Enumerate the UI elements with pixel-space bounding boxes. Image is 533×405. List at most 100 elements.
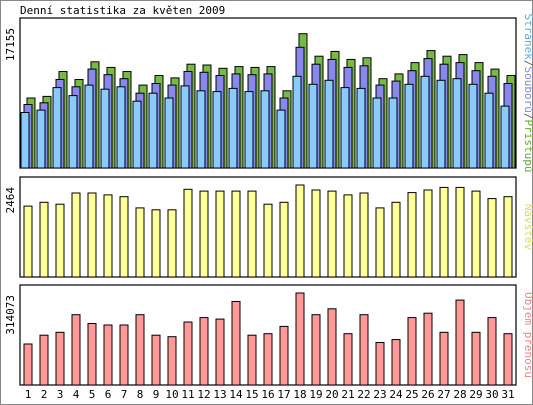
- bar-Objem přenosu-day-27: [439, 331, 449, 386]
- x-tick-label-day-16: 16: [261, 388, 274, 401]
- x-tick-label-day-30: 30: [485, 388, 498, 401]
- bar-Stránek-day-14: [228, 87, 238, 169]
- bar-Objem přenosu-day-26: [423, 312, 433, 386]
- x-tick-label-day-23: 23: [373, 388, 386, 401]
- bar-Objem přenosu-day-14: [231, 301, 241, 386]
- bar-Návštěv-day-8: [135, 207, 145, 278]
- bar-Objem přenosu-day-30: [487, 317, 497, 386]
- bar-Stránek-day-13: [212, 91, 222, 169]
- bar-Návštěv-day-19: [311, 189, 321, 278]
- bar-Stránek-day-17: [276, 109, 286, 169]
- x-tick-label-day-31: 31: [501, 388, 514, 401]
- bar-Objem přenosu-day-21: [343, 333, 353, 386]
- x-tick-label-day-14: 14: [229, 388, 243, 401]
- bar-Návštěv-day-1: [23, 205, 33, 278]
- x-tick-label-day-26: 26: [421, 388, 434, 401]
- legend-entry: Stránek: [522, 14, 533, 61]
- bar-Návštěv-day-3: [55, 203, 65, 278]
- x-tick-label-day-5: 5: [89, 388, 96, 401]
- bar-Návštěv-day-12: [199, 190, 209, 278]
- bar-Stránek-day-8: [132, 100, 142, 169]
- bar-Stránek-day-7: [116, 86, 126, 169]
- bar-Stránek-day-23: [372, 97, 382, 169]
- x-tick-label-day-12: 12: [197, 388, 210, 401]
- bar-Stránek-day-9: [148, 92, 158, 169]
- bar-Objem přenosu-day-24: [391, 339, 401, 386]
- bar-Objem přenosu-day-8: [135, 314, 145, 386]
- bar-Objem přenosu-day-28: [455, 299, 465, 386]
- bar-Návštěv-day-14: [231, 190, 241, 278]
- bar-Návštěv-day-22: [359, 192, 369, 278]
- bar-Objem přenosu-day-19: [311, 314, 321, 386]
- x-tick-label-day-7: 7: [121, 388, 128, 401]
- bar-Objem přenosu-day-15: [247, 334, 257, 386]
- bar-Návštěv-day-23: [375, 207, 385, 278]
- series-Stránek: [20, 75, 510, 169]
- bar-Stránek-day-25: [404, 83, 414, 169]
- x-axis-day-labels: 1 2 3 4 5 6 7 8 9 10 11 12 13 14 15 16 17 18 19 20 21 22 23 24 2…: [25, 388, 515, 401]
- bar-Stránek-day-5: [84, 84, 94, 169]
- chart-title: Denní statistika za květen 2009: [20, 4, 225, 17]
- bar-Objem přenosu-day-25: [407, 317, 417, 386]
- y-max-label: 2464: [4, 187, 17, 214]
- bar-Objem přenosu-day-13: [215, 318, 225, 386]
- bar-Stránek-day-20: [324, 79, 334, 169]
- bar-Návštěv-day-25: [407, 192, 417, 278]
- x-tick-label-day-25: 25: [405, 388, 418, 401]
- bar-Objem přenosu-day-22: [359, 314, 369, 386]
- bar-Objem přenosu-day-6: [103, 324, 113, 386]
- x-tick-label-day-1: 1: [25, 388, 32, 401]
- bar-Návštěv-day-30: [487, 198, 497, 278]
- bar-Návštěv-day-18: [295, 184, 305, 278]
- bar-Objem přenosu-day-1: [23, 343, 33, 386]
- bar-Stránek-day-12: [196, 90, 206, 169]
- x-tick-label-day-19: 19: [309, 388, 322, 401]
- legend-entry: /: [522, 113, 533, 120]
- bar-Stránek-day-1: [20, 112, 30, 169]
- bar-Objem přenosu-day-31: [503, 333, 513, 386]
- series-legend: Stránek/Souborů/Přístupů: [522, 14, 533, 173]
- x-tick-label-day-9: 9: [153, 388, 160, 401]
- bar-Objem přenosu-day-9: [151, 334, 161, 386]
- bar-Návštěv-day-26: [423, 189, 433, 278]
- bar-Návštěv-day-20: [327, 190, 337, 278]
- bar-Stránek-day-26: [420, 75, 430, 169]
- x-tick-label-day-13: 13: [213, 388, 226, 401]
- bar-Stránek-day-10: [164, 97, 174, 169]
- bar-Objem přenosu-day-12: [199, 317, 209, 386]
- series-legend: Objem přenosu: [522, 292, 533, 378]
- bar-Stránek-day-21: [340, 87, 350, 169]
- bar-Stránek-day-4: [68, 95, 78, 169]
- x-tick-label-day-17: 17: [277, 388, 290, 401]
- bar-Návštěv-day-7: [119, 196, 129, 278]
- chart-panel-3: 314073 Objem přenosu: [4, 284, 533, 386]
- x-tick-label-day-27: 27: [437, 388, 450, 401]
- bar-Objem přenosu-day-7: [119, 324, 129, 386]
- legend-entry: Souborů: [522, 67, 533, 113]
- x-tick-label-day-11: 11: [181, 388, 194, 401]
- bar-Návštěv-day-21: [343, 194, 353, 278]
- chart-panels: 17155Stránek/Souborů/Přístupů2464Návštěv…: [4, 14, 533, 386]
- x-tick-label-day-4: 4: [73, 388, 80, 401]
- legend-entry: Návštěv: [522, 204, 533, 251]
- bar-Stránek-day-3: [52, 87, 62, 169]
- bar-Objem přenosu-day-20: [327, 308, 337, 386]
- x-tick-label-day-6: 6: [105, 388, 112, 401]
- bar-Návštěv-day-15: [247, 190, 257, 278]
- bar-Návštěv-day-31: [503, 196, 513, 278]
- legend-entry: Přístupů: [522, 119, 533, 172]
- bar-Stránek-day-24: [388, 97, 398, 169]
- x-tick-label-day-24: 24: [389, 388, 403, 401]
- chart-panel-2: 2464 Návštěv: [4, 176, 533, 278]
- bar-Objem přenosu-day-29: [471, 331, 481, 386]
- bar-Objem přenosu-day-5: [87, 323, 97, 386]
- bar-Objem přenosu-day-17: [279, 325, 289, 386]
- bar-Stránek-day-29: [468, 83, 478, 169]
- bar-Objem přenosu-day-23: [375, 342, 385, 386]
- bar-Objem přenosu-day-3: [55, 331, 65, 386]
- bar-Návštěv-day-2: [39, 201, 49, 278]
- x-tick-label-day-15: 15: [245, 388, 258, 401]
- x-tick-label-day-28: 28: [453, 388, 466, 401]
- bar-Návštěv-day-6: [103, 194, 113, 278]
